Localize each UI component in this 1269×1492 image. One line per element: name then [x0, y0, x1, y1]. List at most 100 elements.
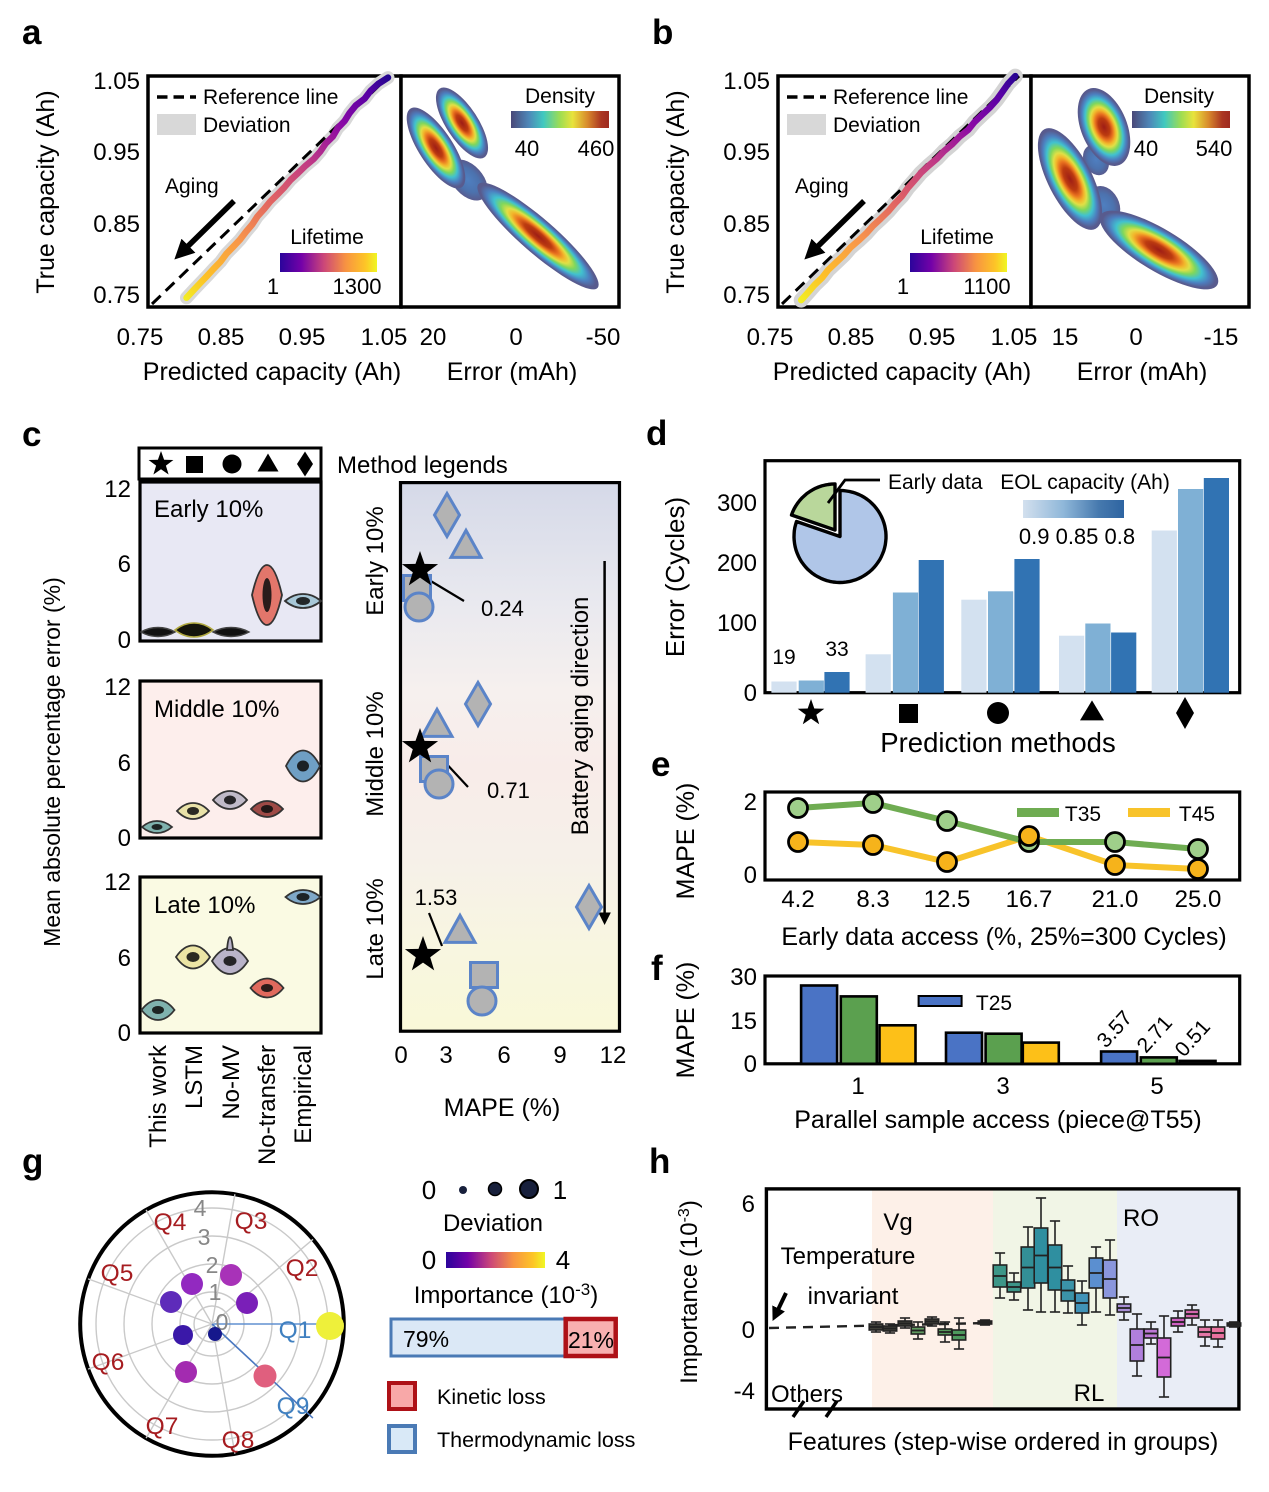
svg-text:MAPE (%): MAPE (%): [672, 783, 700, 900]
svg-text:Parallel sample access (piece@: Parallel sample access (piece@T55): [794, 1106, 1201, 1134]
svg-text:Q3: Q3: [235, 1208, 268, 1235]
svg-text:Aging: Aging: [165, 175, 219, 198]
svg-text:15: 15: [1052, 324, 1079, 351]
svg-text:e: e: [651, 745, 670, 784]
svg-text:1: 1: [209, 1279, 222, 1305]
svg-text:12: 12: [600, 1042, 627, 1069]
svg-text:200: 200: [717, 550, 757, 577]
svg-text:b: b: [652, 13, 673, 52]
svg-text:Importance (10-3): Importance (10-3): [676, 1200, 703, 1384]
svg-text:40: 40: [515, 136, 539, 161]
svg-text:0.85: 0.85: [723, 211, 770, 238]
svg-text:a: a: [22, 13, 42, 52]
svg-text:0.85: 0.85: [198, 324, 245, 351]
svg-text:0.24: 0.24: [481, 596, 524, 621]
svg-text:4.2: 4.2: [781, 886, 814, 913]
svg-text:0: 0: [118, 1020, 131, 1047]
svg-text:3: 3: [996, 1073, 1009, 1100]
svg-text:0: 0: [422, 1175, 436, 1205]
svg-text:100: 100: [717, 610, 757, 637]
svg-text:EOL capacity (Ah): EOL capacity (Ah): [1000, 471, 1170, 494]
svg-text:0: 0: [422, 1245, 436, 1275]
svg-text:No-MV: No-MV: [218, 1045, 245, 1120]
svg-text:Q8: Q8: [222, 1427, 255, 1454]
svg-text:12: 12: [104, 869, 131, 896]
svg-text:300: 300: [717, 490, 757, 517]
svg-text:12: 12: [104, 476, 131, 503]
svg-text:1: 1: [897, 274, 909, 299]
svg-text:Error (mAh): Error (mAh): [1077, 358, 1208, 386]
svg-text:0.75: 0.75: [747, 324, 794, 351]
svg-text:Others: Others: [771, 1381, 843, 1408]
svg-text:1.05: 1.05: [93, 68, 140, 95]
svg-text:Q6: Q6: [92, 1349, 125, 1376]
svg-text:1: 1: [267, 274, 279, 299]
svg-text:Vg: Vg: [883, 1209, 912, 1236]
svg-text:0.75: 0.75: [93, 282, 140, 309]
svg-text:0: 0: [744, 862, 757, 889]
svg-text:0: 0: [118, 825, 131, 852]
svg-text:Density: Density: [1144, 85, 1215, 108]
svg-text:1300: 1300: [333, 274, 382, 299]
svg-text:6: 6: [118, 750, 131, 777]
svg-text:0.85: 0.85: [828, 324, 875, 351]
svg-text:Error (Cycles): Error (Cycles): [660, 497, 690, 657]
svg-text:-15: -15: [1204, 324, 1239, 351]
svg-text:Aging: Aging: [795, 175, 849, 198]
svg-text:0: 0: [1129, 324, 1142, 351]
svg-text:1: 1: [553, 1175, 567, 1205]
svg-text:Q7: Q7: [146, 1413, 179, 1440]
svg-text:Empirical: Empirical: [290, 1045, 317, 1144]
svg-text:21%: 21%: [568, 1327, 614, 1353]
svg-text:-4: -4: [734, 1378, 755, 1405]
svg-text:79%: 79%: [403, 1326, 449, 1352]
svg-text:15: 15: [730, 1008, 757, 1035]
svg-text:20: 20: [420, 324, 447, 351]
svg-text:Q5: Q5: [101, 1260, 134, 1287]
svg-text:g: g: [22, 1142, 43, 1181]
svg-text:Method legends: Method legends: [337, 452, 508, 479]
svg-text:Early data: Early data: [888, 471, 983, 494]
svg-text:0.75: 0.75: [723, 282, 770, 309]
svg-text:T35: T35: [1065, 803, 1101, 826]
svg-text:4: 4: [194, 1195, 207, 1221]
svg-text:h: h: [649, 1142, 670, 1181]
svg-text:Early 10%: Early 10%: [362, 506, 389, 615]
svg-text:0: 0: [742, 1317, 755, 1344]
svg-text:6: 6: [742, 1191, 755, 1218]
svg-text:6: 6: [118, 945, 131, 972]
svg-text:Deviation: Deviation: [833, 114, 921, 137]
svg-text:Temperature: Temperature: [781, 1243, 916, 1270]
svg-text:No-transfer: No-transfer: [254, 1045, 281, 1165]
svg-text:Prediction methods: Prediction methods: [880, 727, 1115, 758]
svg-text:Q9: Q9: [277, 1393, 310, 1420]
svg-text:3: 3: [198, 1224, 211, 1250]
svg-text:RL: RL: [1074, 1380, 1105, 1407]
svg-text:0: 0: [744, 680, 757, 707]
svg-text:True capacity (Ah): True capacity (Ah): [662, 90, 690, 293]
svg-text:0.95: 0.95: [279, 324, 326, 351]
svg-text:0.95: 0.95: [909, 324, 956, 351]
svg-text:12: 12: [104, 674, 131, 701]
svg-text:Deviation: Deviation: [203, 114, 291, 137]
svg-text:c: c: [22, 415, 41, 454]
svg-text:Kinetic loss: Kinetic loss: [437, 1385, 546, 1409]
svg-text:MAPE (%): MAPE (%): [672, 962, 700, 1079]
svg-text:30: 30: [730, 964, 757, 991]
svg-text:25.0: 25.0: [1175, 886, 1222, 913]
svg-text:33: 33: [825, 638, 848, 661]
svg-text:Middle 10%: Middle 10%: [154, 696, 279, 723]
svg-text:6: 6: [497, 1042, 510, 1069]
svg-text:0: 0: [744, 1051, 757, 1078]
svg-text:5: 5: [1150, 1073, 1163, 1100]
svg-text:540: 540: [1196, 136, 1233, 161]
svg-text:Features (step-wise ordered in: Features (step-wise ordered in groups): [788, 1428, 1219, 1456]
svg-text:Importance (10-3): Importance (10-3): [414, 1280, 599, 1309]
svg-text:12.5: 12.5: [924, 886, 971, 913]
svg-text:460: 460: [578, 136, 615, 161]
svg-text:1.05: 1.05: [361, 324, 408, 351]
svg-text:1100: 1100: [963, 274, 1010, 299]
svg-text:3: 3: [439, 1042, 452, 1069]
svg-text:Middle 10%: Middle 10%: [362, 691, 389, 816]
svg-text:-50: -50: [586, 324, 621, 351]
